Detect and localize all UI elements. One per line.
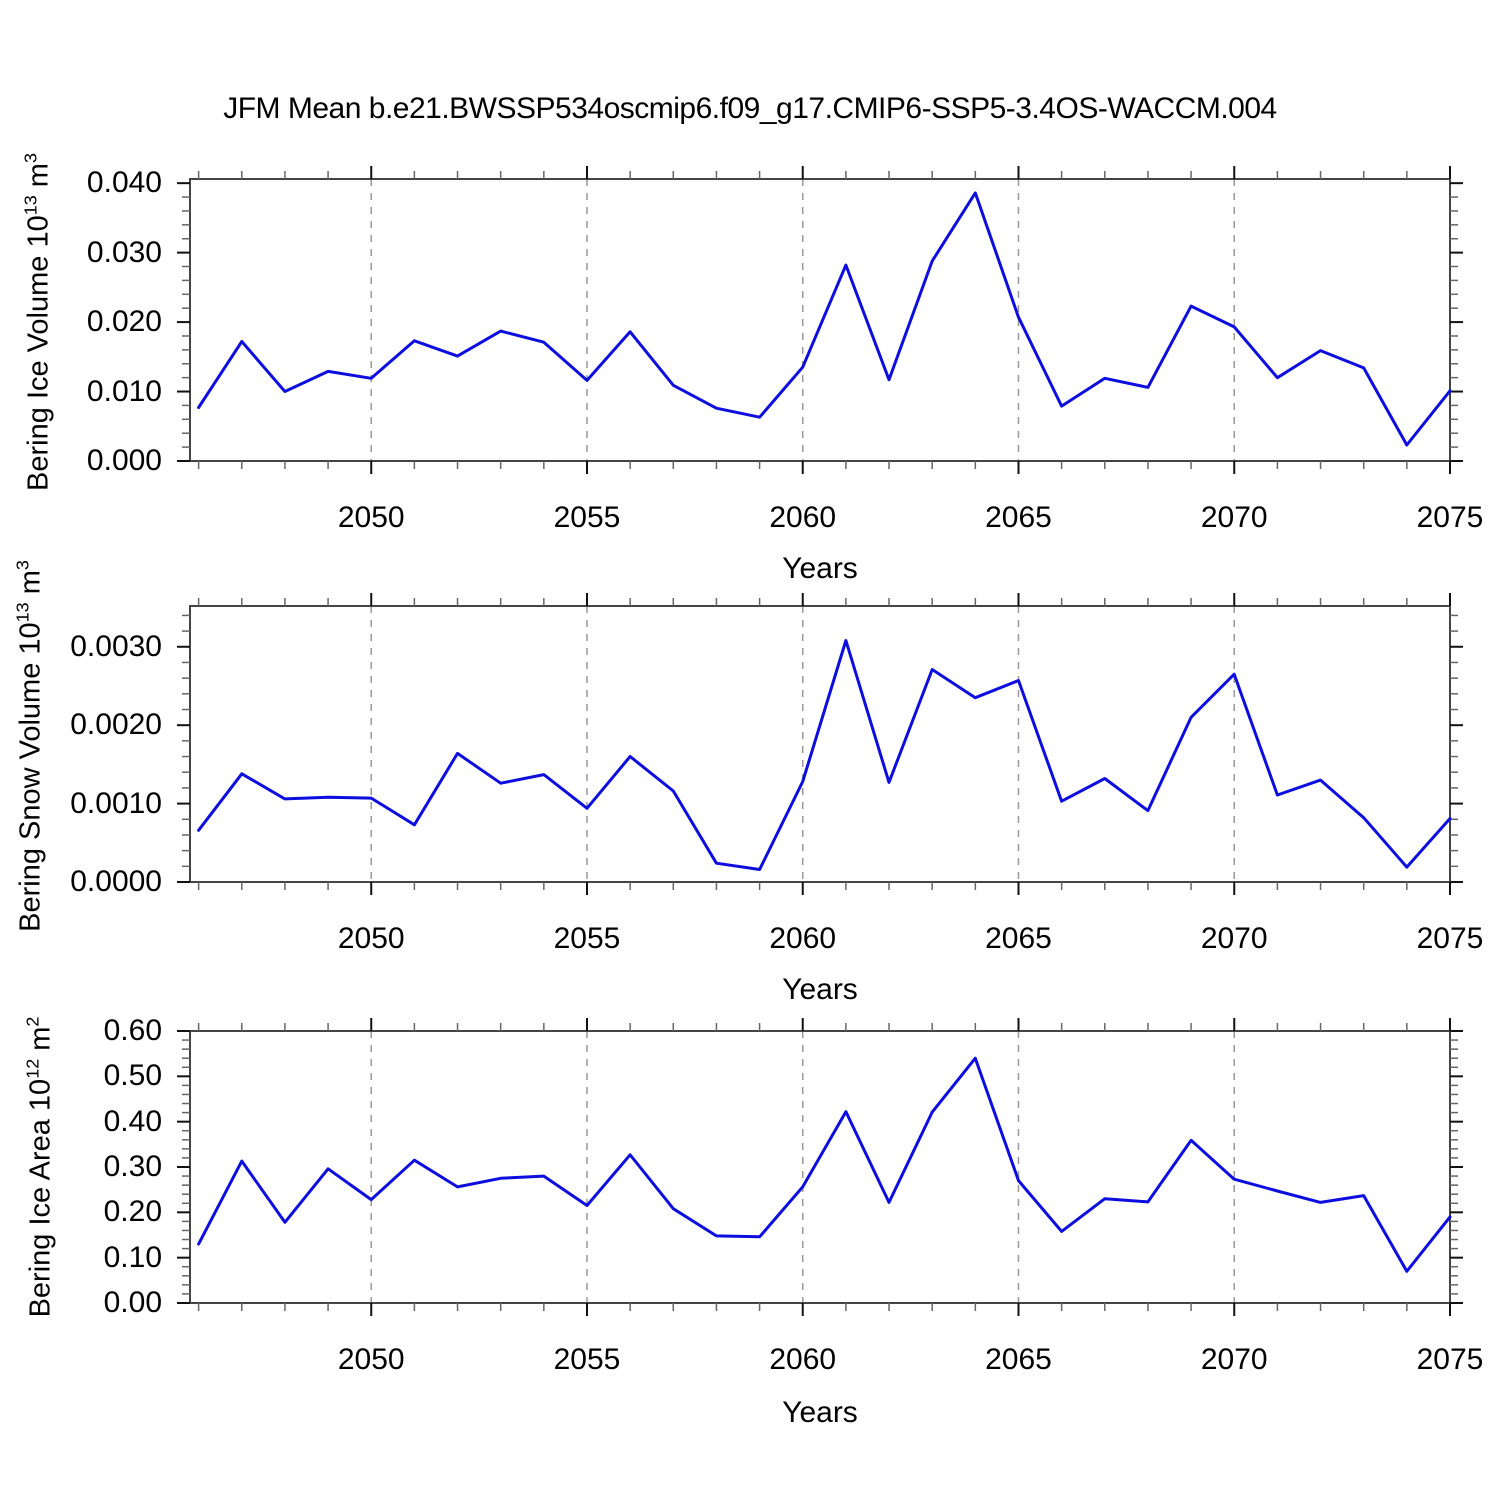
series-line [197, 1056, 1452, 1273]
plot-frame [189, 605, 1451, 883]
plot-title: JFM Mean b.e21.BWSSP534oscmip6.f09_g17.C… [223, 92, 1277, 125]
chart-snow-volume [177, 593, 1463, 895]
chart-ice-volume [177, 166, 1463, 474]
tick-marks [177, 593, 1463, 895]
series-line [197, 639, 1452, 871]
tick-marks [177, 1018, 1463, 1316]
series-line [197, 191, 1452, 447]
chart-ice-area [177, 1018, 1463, 1316]
plot-frame [189, 178, 1451, 462]
plot-frame [189, 1030, 1451, 1304]
tick-marks [177, 166, 1463, 474]
